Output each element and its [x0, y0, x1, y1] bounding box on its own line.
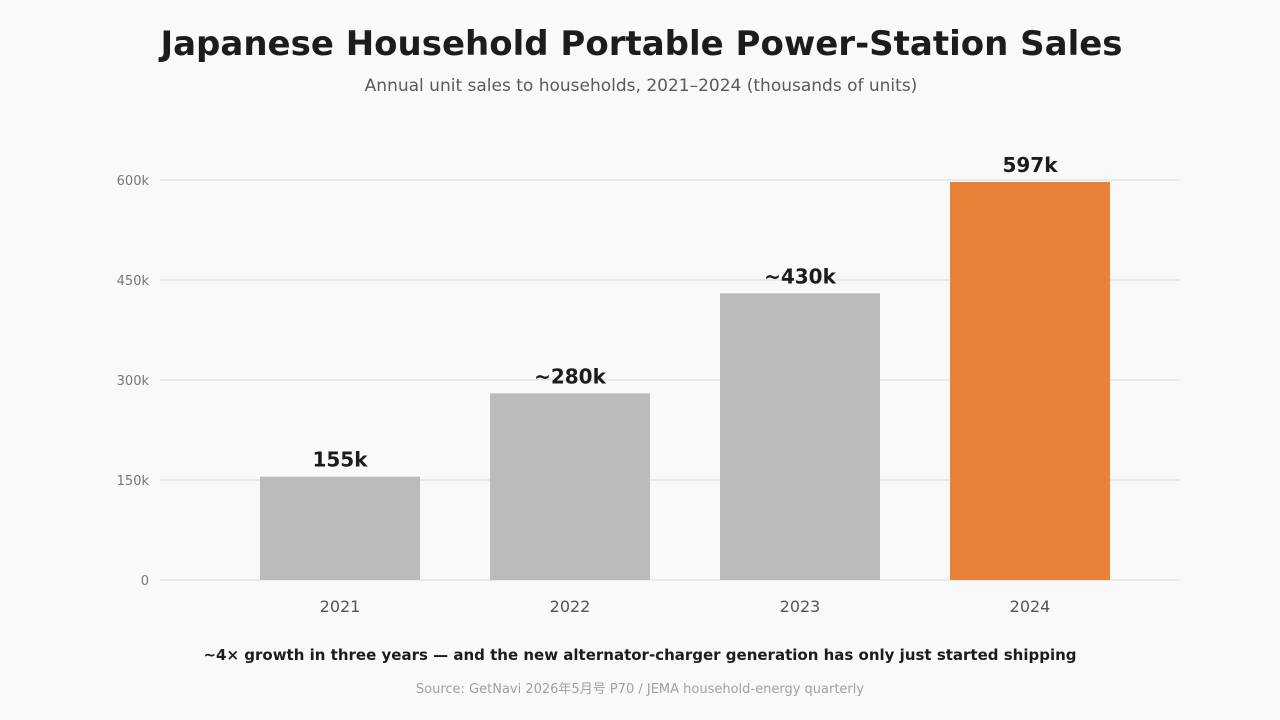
bar-value-label: ~280k — [534, 364, 607, 388]
bar-2023 — [720, 293, 880, 580]
bar-value-label: 155k — [312, 448, 368, 472]
x-category-label: 2022 — [550, 597, 591, 616]
chart-annotation: ~4× growth in three years — and the new … — [203, 646, 1077, 664]
bar-value-label: ~430k — [764, 264, 837, 288]
y-tick-label: 600k — [117, 174, 150, 189]
source-note: Source: GetNavi 2026年5月号 P70 / JEMA hous… — [415, 682, 865, 697]
bar-2022 — [490, 393, 650, 580]
y-axis-ticks: 0 150k 300k 450k 600k — [117, 174, 150, 589]
bar-value-label: 597k — [1002, 153, 1058, 177]
data-labels: 155k ~280k ~430k 597k — [312, 153, 1058, 472]
bar-chart: 0 150k 300k 450k 600k 155k ~280k ~430k 597k 202… — [117, 153, 1180, 616]
y-tick-label: 300k — [117, 374, 150, 389]
bars — [260, 182, 1110, 580]
x-category-label: 2021 — [320, 597, 361, 616]
y-tick-label: 0 — [141, 574, 149, 589]
x-axis-categories: 2021 2022 2023 2024 — [320, 597, 1051, 616]
bar-2024 — [950, 182, 1110, 580]
x-category-label: 2023 — [780, 597, 821, 616]
bar-2021 — [260, 476, 420, 580]
y-tick-label: 150k — [117, 474, 150, 489]
chart-title: Japanese Household Portable Power-Statio… — [160, 24, 1123, 64]
y-tick-label: 450k — [117, 274, 150, 289]
chart-subtitle: Annual unit sales to households, 2021–20… — [364, 76, 918, 96]
x-category-label: 2024 — [1010, 597, 1051, 616]
